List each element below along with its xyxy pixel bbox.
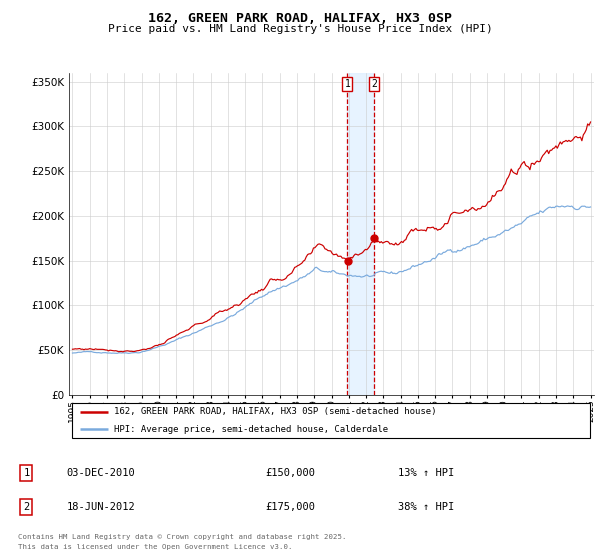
Text: This data is licensed under the Open Government Licence v3.0.: This data is licensed under the Open Gov…: [18, 544, 293, 550]
Text: 03-DEC-2010: 03-DEC-2010: [67, 468, 136, 478]
Text: 162, GREEN PARK ROAD, HALIFAX, HX3 0SP: 162, GREEN PARK ROAD, HALIFAX, HX3 0SP: [148, 12, 452, 25]
Text: HPI: Average price, semi-detached house, Calderdale: HPI: Average price, semi-detached house,…: [113, 425, 388, 434]
Text: 1: 1: [23, 468, 29, 478]
Text: 162, GREEN PARK ROAD, HALIFAX, HX3 0SP (semi-detached house): 162, GREEN PARK ROAD, HALIFAX, HX3 0SP (…: [113, 407, 436, 416]
Text: 1: 1: [344, 80, 350, 89]
Text: 2: 2: [23, 502, 29, 512]
Text: 38% ↑ HPI: 38% ↑ HPI: [398, 502, 454, 512]
Text: 18-JUN-2012: 18-JUN-2012: [67, 502, 136, 512]
Text: £175,000: £175,000: [265, 502, 316, 512]
FancyBboxPatch shape: [71, 403, 590, 438]
Text: Contains HM Land Registry data © Crown copyright and database right 2025.: Contains HM Land Registry data © Crown c…: [18, 534, 347, 540]
Text: £150,000: £150,000: [265, 468, 316, 478]
Text: 2: 2: [371, 80, 377, 89]
Bar: [347, 73, 374, 395]
Text: 13% ↑ HPI: 13% ↑ HPI: [398, 468, 454, 478]
Text: Price paid vs. HM Land Registry's House Price Index (HPI): Price paid vs. HM Land Registry's House …: [107, 24, 493, 34]
